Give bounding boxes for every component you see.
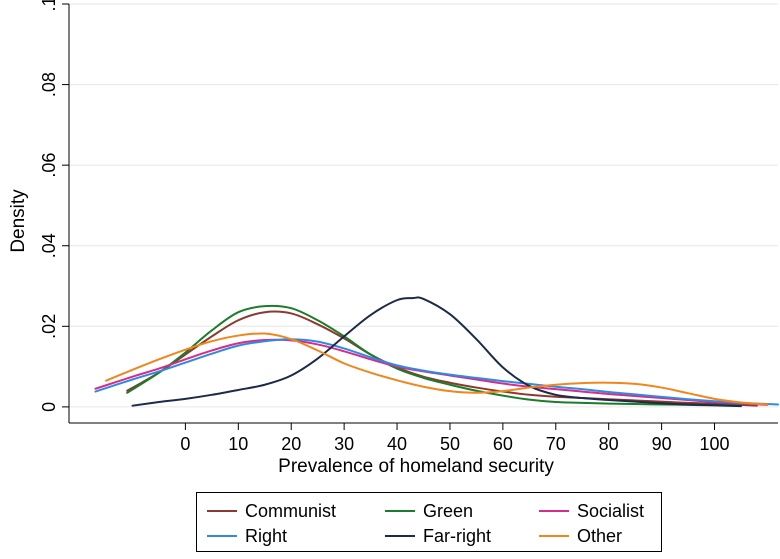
density-chart: 0 .02 .04 .06 .08 .1 0 10 20 30 40 50 60 70 80 90 100 Pr…: [8, 0, 779, 477]
x-tick-label: 60: [493, 434, 513, 454]
series-line-right: [94, 338, 779, 406]
legend-swatch-far-right: [385, 535, 415, 538]
axes: 0 .02 .04 .06 .08 .1 0 10 20 30 40 50 60 70 80 90 100: [39, 0, 778, 454]
legend-swatch-green: [385, 510, 415, 513]
x-tick-label: 90: [652, 434, 672, 454]
legend-item-far-right: Far-right: [385, 524, 491, 548]
legend-swatch-right: [207, 535, 237, 538]
x-axis-title: Prevalence of homeland security: [278, 456, 554, 477]
x-tick-label: 10: [228, 434, 248, 454]
series-lines: [94, 296, 779, 408]
x-tick-label: 70: [546, 434, 566, 454]
series-line-other: [105, 332, 769, 406]
legend-item-other: Other: [539, 524, 622, 548]
y-tick-label: .1: [39, 0, 59, 12]
legend-label-far-right: Far-right: [423, 526, 492, 546]
y-tick-label: .02: [39, 314, 59, 339]
y-tick-label: 0: [39, 402, 59, 412]
x-tick-label: 30: [334, 434, 354, 454]
x-tick-label: 40: [387, 434, 407, 454]
x-tick-label: 20: [281, 434, 301, 454]
y-axis-title: Density: [8, 189, 29, 253]
legend: Communist Green Socialist Right Far-righ…: [196, 492, 662, 552]
x-tick-label: 100: [699, 434, 729, 454]
legend-swatch-other: [539, 535, 569, 538]
gridlines: [69, 3, 778, 408]
legend-item-right: Right: [207, 524, 287, 548]
legend-label-communist: Communist: [245, 501, 337, 521]
legend-label-right: Right: [245, 526, 288, 546]
legend-item-socialist: Socialist: [539, 499, 644, 523]
x-tick-label: 80: [599, 434, 619, 454]
y-tick-label: .06: [39, 153, 59, 178]
legend-label-socialist: Socialist: [577, 501, 645, 521]
series-line-far-right: [131, 296, 742, 408]
y-tick-label: .08: [39, 72, 59, 97]
legend-swatch-socialist: [539, 510, 569, 513]
legend-swatch-communist: [207, 510, 237, 513]
x-tick-label: 50: [440, 434, 460, 454]
legend-item-green: Green: [385, 499, 473, 523]
y-tick-label: .04: [39, 233, 59, 258]
legend-label-green: Green: [423, 501, 474, 521]
legend-label-other: Other: [577, 526, 623, 546]
series-line-green: [126, 304, 742, 407]
series-line-communist: [126, 310, 758, 407]
legend-item-communist: Communist: [207, 499, 336, 523]
x-tick-label: 0: [180, 434, 190, 454]
